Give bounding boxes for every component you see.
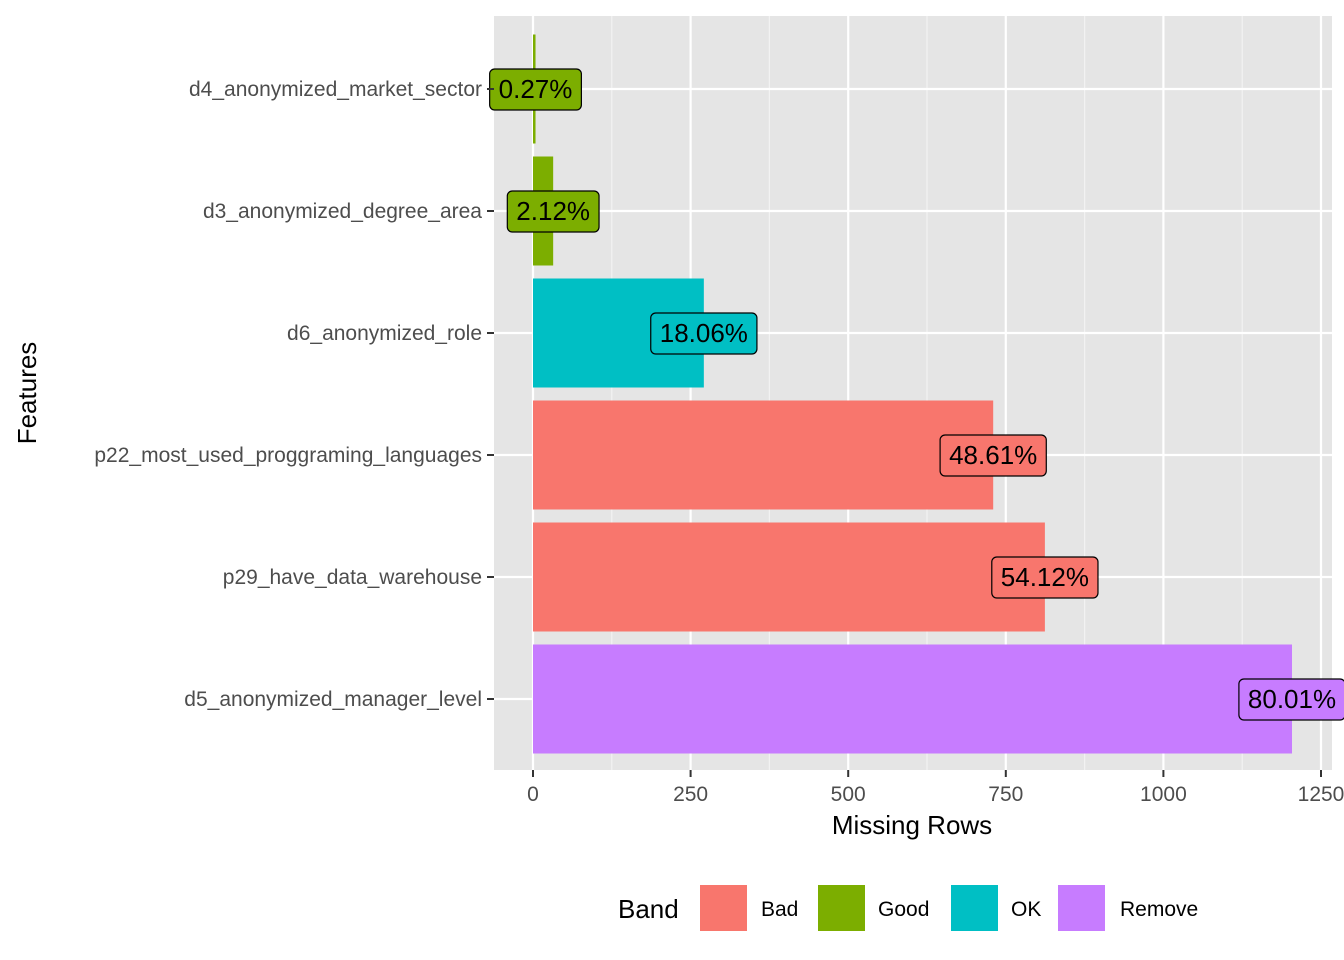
bar-label-text: 48.61% bbox=[949, 440, 1037, 470]
legend-label: Remove bbox=[1120, 898, 1198, 921]
y-tick-label: p22_most_used_proggraming_languages bbox=[94, 444, 482, 467]
bar-label-box bbox=[991, 556, 1099, 599]
y-tick-label: d4_anonymized_market_sector bbox=[189, 78, 482, 101]
legend-label: Good bbox=[878, 898, 929, 921]
plot-panel bbox=[494, 16, 1332, 770]
legend-label: OK bbox=[1011, 898, 1041, 921]
bar-label-box bbox=[1238, 678, 1344, 721]
bar-label-text: 54.12% bbox=[1001, 562, 1089, 592]
bar-labels: 0.27% 2.12% 18.06% 48.61% 54.12% 80.01% bbox=[489, 68, 1344, 721]
bar-label: 2.12% bbox=[506, 190, 600, 233]
legend-key-remove bbox=[1058, 885, 1105, 931]
x-axis: 0 250 500 750 1000 1250 bbox=[527, 770, 1344, 806]
bar-label-text: 80.01% bbox=[1248, 684, 1336, 714]
x-tick-label: 250 bbox=[673, 783, 708, 806]
x-tick-label: 1250 bbox=[1298, 783, 1344, 806]
bar-label-box bbox=[650, 312, 758, 355]
bar-label: 18.06% bbox=[650, 312, 758, 355]
legend-key-bad bbox=[700, 885, 747, 931]
bar-label-text: 18.06% bbox=[660, 318, 748, 348]
bar-d5_anonymized_manager_level bbox=[533, 644, 1293, 754]
x-axis-title: Missing Rows bbox=[832, 810, 992, 840]
bar-label: 0.27% bbox=[489, 68, 582, 111]
legend-title: Band bbox=[618, 894, 679, 924]
y-axis: d4_anonymized_market_sector d3_anonymized… bbox=[94, 78, 494, 711]
y-axis-title: Features bbox=[12, 342, 42, 445]
bar-label: 48.61% bbox=[939, 434, 1047, 477]
y-tick-label: p29_have_data_warehouse bbox=[223, 566, 482, 589]
x-tick-label: 0 bbox=[527, 783, 539, 806]
legend: Band Bad Good OK Remove bbox=[618, 885, 1198, 931]
bar-p29_have_data_warehouse bbox=[533, 522, 1045, 632]
y-tick-label: d3_anonymized_degree_area bbox=[203, 200, 482, 223]
bar-label-text: 0.27% bbox=[499, 74, 573, 104]
legend-key-good bbox=[818, 885, 865, 931]
bar-label: 80.01% bbox=[1238, 678, 1344, 721]
bar-label-box bbox=[506, 190, 600, 233]
x-tick-label: 750 bbox=[988, 783, 1023, 806]
legend-key-ok bbox=[951, 885, 998, 931]
bar-p22_most_used_proggraming_languages bbox=[533, 400, 994, 510]
bar-label-text: 2.12% bbox=[516, 196, 590, 226]
y-tick-label: d6_anonymized_role bbox=[287, 322, 482, 345]
legend-label: Bad bbox=[761, 898, 798, 921]
bar-label-box bbox=[939, 434, 1047, 477]
x-tick-label: 1000 bbox=[1140, 783, 1187, 806]
y-tick-label: d5_anonymized_manager_level bbox=[184, 688, 482, 711]
bar-label: 54.12% bbox=[991, 556, 1099, 599]
x-tick-label: 500 bbox=[831, 783, 866, 806]
